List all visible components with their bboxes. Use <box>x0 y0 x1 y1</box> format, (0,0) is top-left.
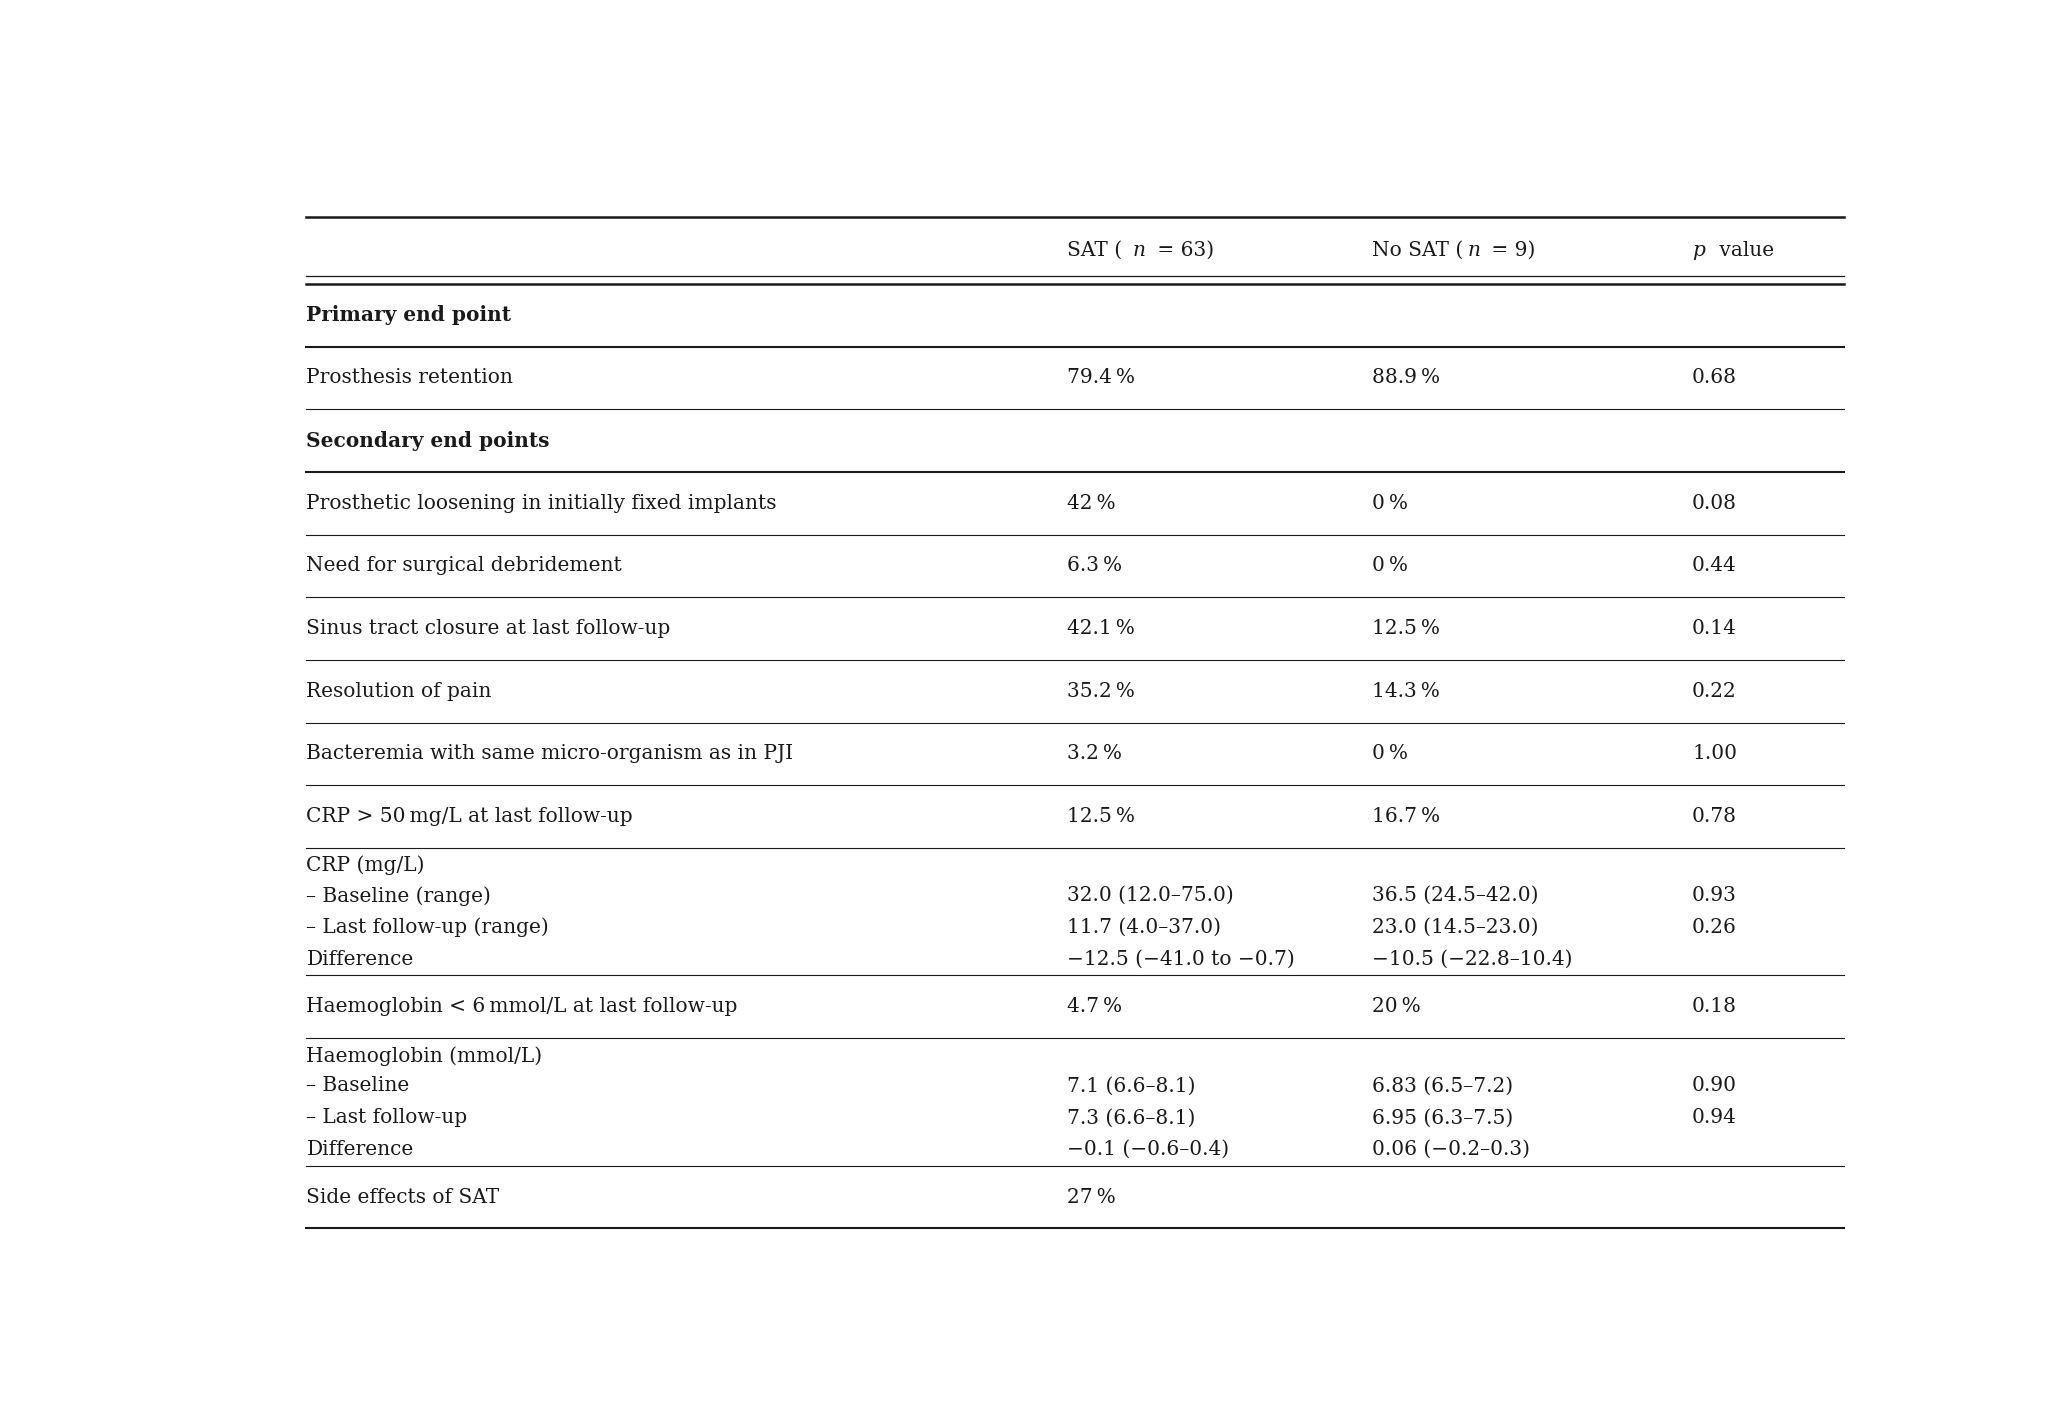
Text: 3.2 %: 3.2 % <box>1067 744 1122 764</box>
Text: – Baseline (range): – Baseline (range) <box>306 886 492 906</box>
Text: value: value <box>1714 241 1773 259</box>
Text: 79.4 %: 79.4 % <box>1067 369 1135 387</box>
Text: −10.5 (−22.8–10.4): −10.5 (−22.8–10.4) <box>1372 951 1573 969</box>
Text: – Last follow-up (range): – Last follow-up (range) <box>306 918 550 938</box>
Text: 0.78: 0.78 <box>1693 808 1736 826</box>
Text: 0.14: 0.14 <box>1693 620 1736 638</box>
Text: 0.94: 0.94 <box>1693 1109 1736 1127</box>
Text: CRP > 50 mg/L at last follow-up: CRP > 50 mg/L at last follow-up <box>306 808 633 826</box>
Text: 35.2 %: 35.2 % <box>1067 681 1135 701</box>
Text: 0.90: 0.90 <box>1693 1077 1736 1095</box>
Text: 42 %: 42 % <box>1067 494 1116 513</box>
Text: 6.95 (6.3–7.5): 6.95 (6.3–7.5) <box>1372 1109 1513 1127</box>
Text: Difference: Difference <box>306 951 413 969</box>
Text: 0.68: 0.68 <box>1693 369 1736 387</box>
Text: Primary end point: Primary end point <box>306 306 511 325</box>
Text: Side effects of SAT: Side effects of SAT <box>306 1187 500 1207</box>
Text: 0.08: 0.08 <box>1693 494 1736 513</box>
Text: SAT (: SAT ( <box>1067 241 1122 259</box>
Text: 11.7 (4.0–37.0): 11.7 (4.0–37.0) <box>1067 918 1222 937</box>
Text: 0.18: 0.18 <box>1693 997 1736 1016</box>
Text: Sinus tract closure at last follow-up: Sinus tract closure at last follow-up <box>306 620 670 638</box>
Text: – Last follow-up: – Last follow-up <box>306 1109 467 1127</box>
Text: 0 %: 0 % <box>1372 557 1408 575</box>
Text: Difference: Difference <box>306 1140 413 1159</box>
Text: No SAT (: No SAT ( <box>1372 241 1463 259</box>
Text: 12.5 %: 12.5 % <box>1372 620 1441 638</box>
Text: Prosthesis retention: Prosthesis retention <box>306 369 513 387</box>
Text: = 63): = 63) <box>1151 241 1213 259</box>
Text: −0.1 (−0.6–0.4): −0.1 (−0.6–0.4) <box>1067 1140 1230 1159</box>
Text: Prosthetic loosening in initially fixed implants: Prosthetic loosening in initially fixed … <box>306 494 777 513</box>
Text: 0.44: 0.44 <box>1693 557 1736 575</box>
Text: 0 %: 0 % <box>1372 494 1408 513</box>
Text: 0.06 (−0.2–0.3): 0.06 (−0.2–0.3) <box>1372 1140 1530 1159</box>
Text: p: p <box>1693 241 1705 259</box>
Text: 0 %: 0 % <box>1372 744 1408 764</box>
Text: – Baseline: – Baseline <box>306 1077 409 1095</box>
Text: 14.3 %: 14.3 % <box>1372 681 1439 701</box>
Text: = 9): = 9) <box>1486 241 1536 259</box>
Text: 1.00: 1.00 <box>1693 744 1736 764</box>
Text: CRP (mg/L): CRP (mg/L) <box>306 855 426 875</box>
Text: Resolution of pain: Resolution of pain <box>306 681 492 701</box>
Text: 20 %: 20 % <box>1372 997 1420 1016</box>
Text: −12.5 (−41.0 to −0.7): −12.5 (−41.0 to −0.7) <box>1067 951 1296 969</box>
Text: 42.1 %: 42.1 % <box>1067 620 1135 638</box>
Text: n: n <box>1468 241 1480 259</box>
Text: 7.3 (6.6–8.1): 7.3 (6.6–8.1) <box>1067 1109 1195 1127</box>
Text: Haemoglobin (mmol/L): Haemoglobin (mmol/L) <box>306 1046 542 1066</box>
Text: 0.22: 0.22 <box>1693 681 1736 701</box>
Text: 4.7 %: 4.7 % <box>1067 997 1122 1016</box>
Text: Bacteremia with same micro-organism as in PJI: Bacteremia with same micro-organism as i… <box>306 744 794 764</box>
Text: 6.3 %: 6.3 % <box>1067 557 1122 575</box>
Text: 0.26: 0.26 <box>1693 918 1736 937</box>
Text: 7.1 (6.6–8.1): 7.1 (6.6–8.1) <box>1067 1077 1197 1095</box>
Text: 0.93: 0.93 <box>1693 886 1736 906</box>
Text: 88.9 %: 88.9 % <box>1372 369 1441 387</box>
Text: 36.5 (24.5–42.0): 36.5 (24.5–42.0) <box>1372 886 1538 906</box>
Text: 16.7 %: 16.7 % <box>1372 808 1441 826</box>
Text: 32.0 (12.0–75.0): 32.0 (12.0–75.0) <box>1067 886 1234 906</box>
Text: 27 %: 27 % <box>1067 1187 1116 1207</box>
Text: Haemoglobin < 6 mmol/L at last follow-up: Haemoglobin < 6 mmol/L at last follow-up <box>306 997 738 1016</box>
Text: Need for surgical debridement: Need for surgical debridement <box>306 557 622 575</box>
Text: 12.5 %: 12.5 % <box>1067 808 1135 826</box>
Text: Secondary end points: Secondary end points <box>306 430 550 450</box>
Text: 6.83 (6.5–7.2): 6.83 (6.5–7.2) <box>1372 1077 1513 1095</box>
Text: n: n <box>1133 241 1145 259</box>
Text: 23.0 (14.5–23.0): 23.0 (14.5–23.0) <box>1372 918 1538 937</box>
